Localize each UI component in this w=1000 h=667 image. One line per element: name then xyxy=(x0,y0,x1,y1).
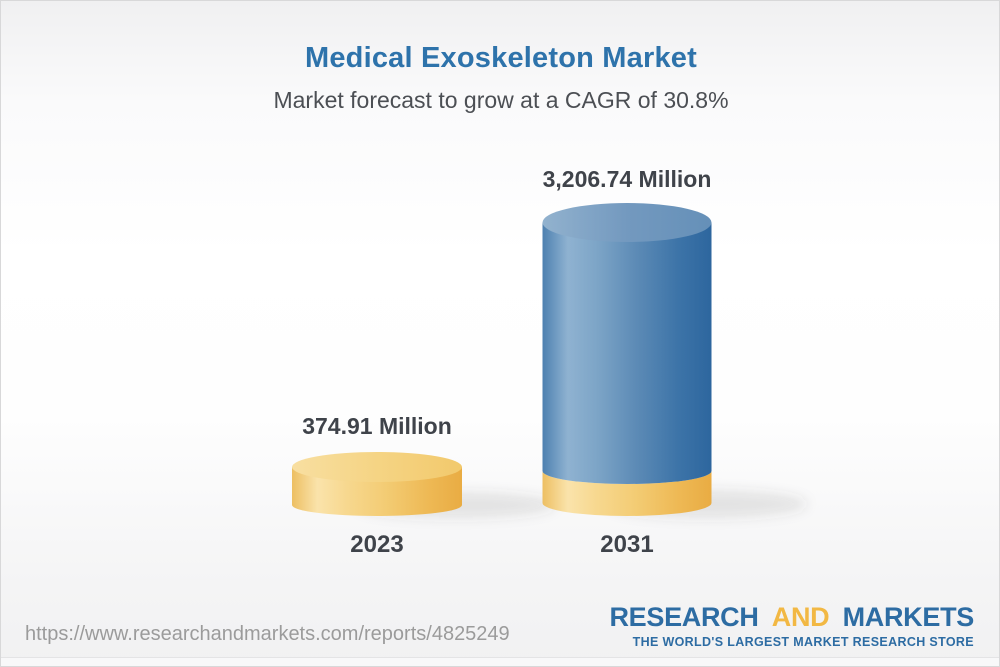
bar-2031-base-segment xyxy=(542,471,712,516)
bottom-edge-strip xyxy=(1,657,999,666)
logo-tagline: THE WORLD'S LARGEST MARKET RESEARCH STOR… xyxy=(632,634,974,649)
logo-word-and: AND xyxy=(771,602,830,632)
value-label-2031: 3,206.74 Million xyxy=(542,166,712,192)
year-label-2031: 2031 xyxy=(600,531,654,558)
bar-2031-cylinder xyxy=(542,203,712,516)
research-and-markets-logo: RESEARCH AND MARKETS THE WORLD'S LARGEST… xyxy=(609,602,975,649)
page-title: Medical Exoskeleton Market xyxy=(304,42,697,74)
logo-word-research: RESEARCH xyxy=(609,602,759,632)
source-url: https://www.researchandmarkets.com/repor… xyxy=(25,623,510,645)
logo-wordmark: RESEARCH AND MARKETS xyxy=(609,602,975,633)
page-subtitle: Market forecast to grow at a CAGR of 30.… xyxy=(273,87,729,113)
bar-2023-cylinder xyxy=(292,452,462,516)
year-label-2023: 2023 xyxy=(350,531,404,558)
logo-word-markets: MARKETS xyxy=(842,602,975,632)
value-label-2023: 374.91 Million xyxy=(302,413,452,439)
